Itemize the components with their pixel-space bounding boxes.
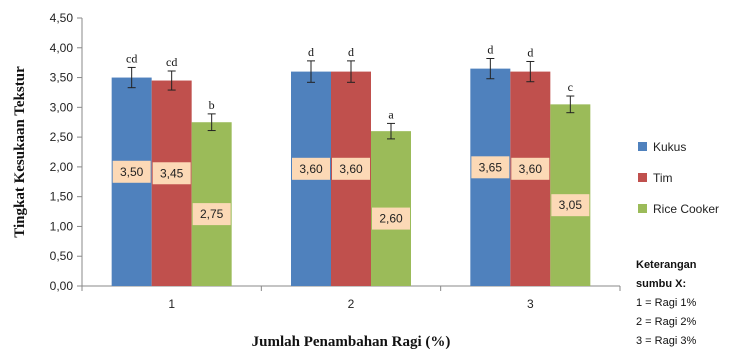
legend-label: Kukus — [653, 140, 686, 154]
significance-label: c — [568, 80, 573, 94]
y-tick-label: 3,00 — [50, 100, 74, 114]
x-tick-label: 1 — [168, 297, 175, 311]
significance-label: d — [487, 42, 493, 56]
y-tick-label: 2,00 — [50, 160, 74, 174]
data-labels: cd 3,50 cd 3,45 b 2,75 d 3,60 d 3,60 a 2,60 d 3,65 d 3,… — [112, 42, 590, 230]
data-label: 3,05 — [559, 198, 583, 212]
legend-label: Rice Cooker — [653, 202, 719, 216]
y-tick-label: 4,50 — [50, 11, 74, 25]
significance-label: d — [308, 45, 314, 59]
legend-swatch — [638, 173, 647, 182]
y-tick-label: 3,50 — [50, 71, 74, 85]
significance-label: a — [388, 107, 394, 121]
y-axis-title: Tingkat Kesukaan Tekstur — [12, 66, 28, 238]
data-label-box — [471, 156, 510, 179]
data-label-box — [372, 207, 410, 230]
data-label: 2,60 — [379, 212, 403, 226]
significance-label: cd — [166, 55, 177, 69]
significance-label: d — [348, 45, 354, 59]
data-label: 3,60 — [519, 162, 543, 176]
significance-label: d — [527, 45, 533, 59]
legend-swatch — [638, 142, 647, 151]
legend-swatch — [638, 204, 647, 213]
data-label-box — [511, 157, 550, 180]
data-label: 3,60 — [299, 162, 323, 176]
y-tick-label: 0,00 — [50, 279, 74, 293]
x-axis-title: Jumlah Penambahan Ragi (%) — [252, 334, 451, 350]
data-label-box — [292, 157, 330, 180]
data-label-box — [192, 203, 231, 226]
y-tick-label: 0,50 — [50, 249, 74, 263]
data-label: 3,60 — [339, 162, 363, 176]
note-title-line2: sumbu X: — [636, 278, 687, 290]
x-tick-label: 2 — [348, 297, 355, 311]
data-label-box — [152, 162, 191, 185]
x-tick-label: 3 — [527, 297, 534, 311]
y-tick-label: 1,50 — [50, 190, 74, 204]
legend-label: Tim — [653, 171, 673, 185]
significance-label: cd — [126, 51, 137, 65]
data-label-box — [551, 194, 590, 217]
y-tick-label: 1,00 — [50, 219, 74, 233]
y-tick-label: 2,50 — [50, 130, 74, 144]
note-item: 2 = Ragi 2% — [636, 316, 697, 328]
x-axis-note: Keterangan sumbu X: 1 = Ragi 1% 2 = Ragi… — [636, 256, 740, 351]
note-item: 3 = Ragi 3% — [636, 335, 697, 347]
data-label-box — [332, 157, 370, 180]
y-tick-label: 4,00 — [50, 41, 74, 55]
note-title-line1: Keterangan — [636, 259, 697, 271]
data-label: 3,65 — [479, 160, 503, 174]
data-label-box — [112, 160, 151, 183]
note-item: 1 = Ragi 1% — [636, 297, 697, 309]
data-label: 3,50 — [120, 165, 144, 179]
data-label: 2,75 — [200, 207, 224, 221]
data-label: 3,45 — [160, 166, 184, 180]
legend: Kukus Tim Rice Cooker — [638, 140, 719, 216]
significance-label: b — [209, 98, 215, 112]
